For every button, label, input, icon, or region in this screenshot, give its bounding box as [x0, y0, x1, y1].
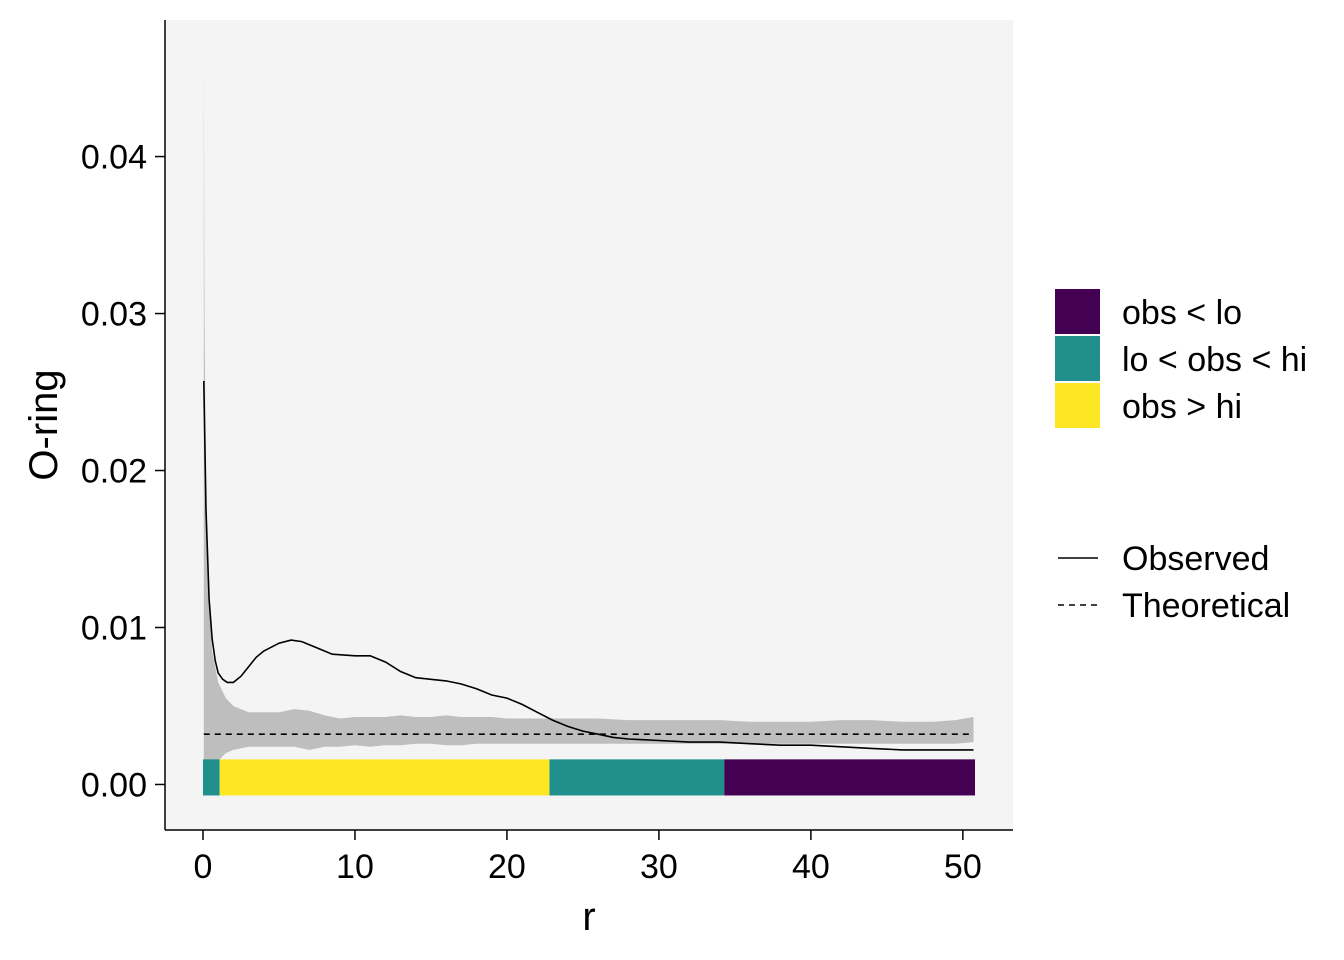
- legend-label-fill: obs < lo: [1122, 294, 1242, 332]
- legend-key-fill: [1055, 383, 1100, 428]
- y-tick-label: 0.02: [81, 453, 147, 491]
- x-tick-label: 0: [194, 848, 213, 886]
- y-axis-title: O-ring: [22, 369, 66, 480]
- x-tick-label: 50: [944, 848, 982, 886]
- y-tick-label: 0.03: [81, 296, 147, 334]
- series-layer: [203, 380, 974, 751]
- series-observed: [203, 380, 974, 751]
- legend-label-line: Observed: [1122, 540, 1269, 578]
- y-tick-label: 0.01: [81, 610, 147, 648]
- status-segment-3: [549, 759, 725, 796]
- legend-label-line: Theoretical: [1122, 587, 1290, 625]
- x-axis-title: r: [582, 895, 595, 939]
- plot-panel: [165, 20, 1013, 830]
- y-tick-label: 0.04: [81, 139, 147, 177]
- envelope-layer: [203, 59, 974, 785]
- legend-label-fill: lo < obs < hi: [1122, 341, 1307, 379]
- y-tick-label: 0.00: [81, 766, 147, 804]
- x-tick-label: 10: [336, 848, 374, 886]
- x-tick-label: 20: [488, 848, 526, 886]
- status-segment-4: [724, 759, 976, 796]
- line-legend: Observed Theoretical: [1058, 540, 1290, 625]
- status-segment-2: [219, 759, 550, 796]
- x-tick-label: 30: [640, 848, 678, 886]
- legend-key-fill: [1055, 289, 1100, 334]
- status-segment-1: [202, 759, 220, 796]
- fill-legend: obs < lo lo < obs < hi obs > hi: [1055, 289, 1307, 428]
- x-tick-label: 40: [792, 848, 830, 886]
- x-axis-ticks: 0 10 20 30 40 50: [194, 830, 982, 886]
- legend-label-fill: obs > hi: [1122, 388, 1242, 426]
- legend-key-fill: [1055, 336, 1100, 381]
- y-axis-ticks: 0.00 0.01 0.02 0.03 0.04: [81, 139, 165, 804]
- status-bar: [202, 759, 976, 796]
- envelope-band: [203, 59, 974, 785]
